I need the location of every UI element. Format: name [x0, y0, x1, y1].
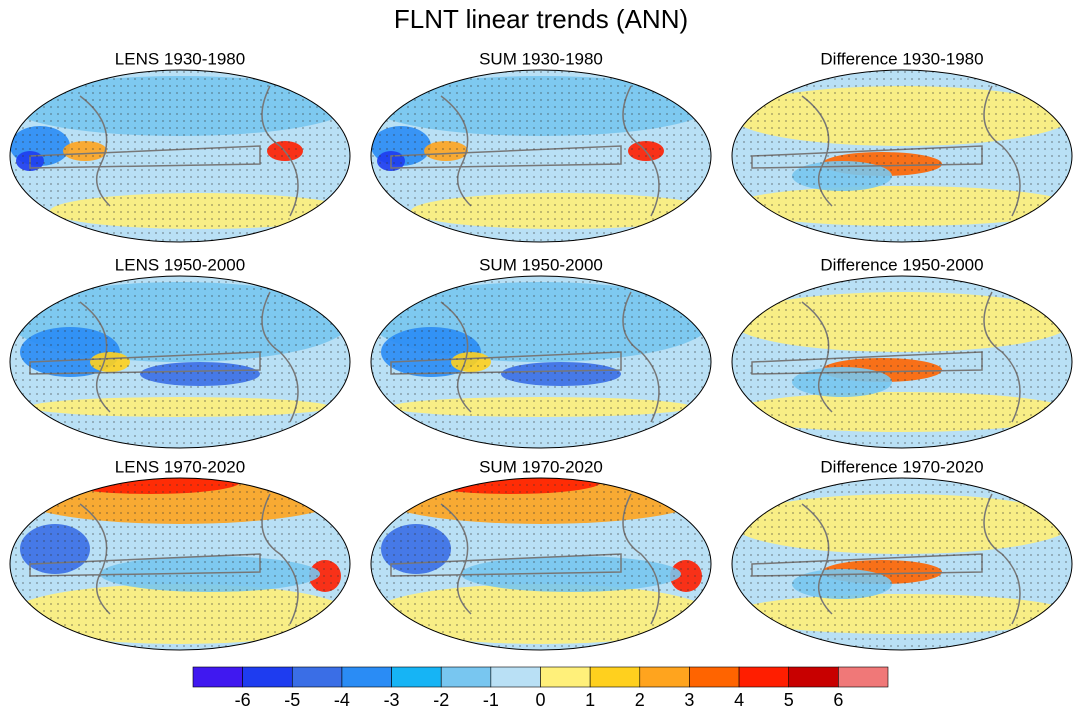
colorbar-label: 6 [833, 690, 843, 710]
colorbar-label: -5 [284, 690, 300, 710]
panel-title: SUM 1930-1980 [479, 49, 603, 68]
colorbar-label: -1 [483, 690, 499, 710]
panel-title: LENS 1970-2020 [115, 457, 245, 476]
colorbar-label: 3 [684, 690, 694, 710]
stippling [732, 70, 1072, 242]
colorbar-box [192, 666, 243, 688]
stippling [10, 478, 350, 650]
map-border [370, 477, 712, 651]
panel-title: LENS 1930-1980 [115, 49, 245, 68]
colorbar-label: 0 [535, 690, 545, 710]
colorbar-box [689, 666, 740, 688]
colorbar-label: -3 [384, 690, 400, 710]
colorbar-label: 1 [585, 690, 595, 710]
stippling [10, 70, 350, 242]
map [732, 70, 1072, 242]
colorbar-label: 4 [734, 690, 744, 710]
map [371, 478, 711, 650]
map-border [731, 69, 1073, 243]
map [10, 70, 350, 242]
colorbar-box [291, 666, 343, 688]
colorbar-box [838, 666, 889, 688]
colorbar-box [341, 666, 392, 688]
panel-title: Difference 1930-1980 [820, 49, 983, 68]
map [371, 276, 711, 448]
map [732, 276, 1072, 448]
colorbar-label: -4 [334, 690, 350, 710]
map-border [9, 69, 351, 243]
map [10, 478, 350, 650]
colorbar-box [490, 666, 541, 688]
map-border [9, 275, 351, 449]
colorbar-label: -2 [433, 690, 449, 710]
stippling [371, 276, 711, 448]
colorbar-box [391, 666, 442, 688]
stippling [732, 276, 1072, 448]
map [371, 70, 711, 242]
colorbar-box [738, 666, 790, 688]
colorbar-box [639, 666, 690, 688]
map [732, 478, 1072, 650]
map-border [731, 477, 1073, 651]
colorbar-label: 5 [784, 690, 794, 710]
stippling [371, 70, 711, 242]
panel-title: SUM 1950-2000 [479, 255, 603, 274]
colorbar-box [589, 666, 641, 688]
panel-title: LENS 1950-2000 [115, 255, 245, 274]
figure-title: FLNT linear trends (ANN) [394, 4, 688, 34]
colorbar-box [788, 666, 839, 688]
colorbar-box [440, 666, 492, 688]
map-border [9, 477, 351, 651]
map [10, 276, 350, 448]
map-border [370, 275, 712, 449]
stippling [732, 478, 1072, 650]
stippling [10, 276, 350, 448]
panel-title: SUM 1970-2020 [479, 457, 603, 476]
panel-title: Difference 1970-2020 [820, 457, 983, 476]
colorbar-label: -6 [235, 690, 251, 710]
colorbar-box [540, 666, 591, 688]
panel-title: Difference 1950-2000 [820, 255, 983, 274]
colorbar-label: 2 [635, 690, 645, 710]
map-border [370, 69, 712, 243]
map-border [731, 275, 1073, 449]
stippling [371, 478, 711, 650]
colorbar-box [242, 666, 293, 688]
